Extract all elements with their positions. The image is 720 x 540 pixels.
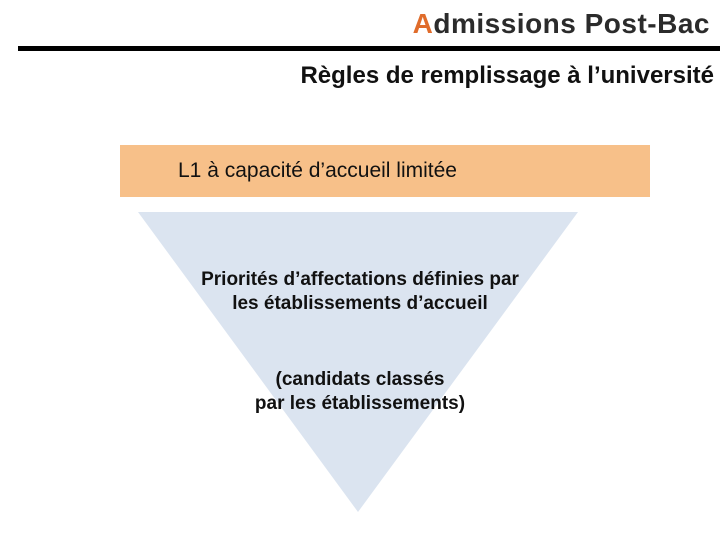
header-highlight-letter: A — [413, 8, 434, 39]
header: Admissions Post-Bac — [0, 8, 720, 40]
capacity-bar-label: L1 à capacité d’accueil limitée — [178, 159, 457, 183]
funnel-text-candidates: (candidats classés par les établissement… — [0, 368, 720, 416]
subtitle: Règles de remplissage à l’université — [300, 62, 714, 90]
funnel-text-candidates-line1: (candidats classés — [276, 369, 445, 390]
funnel-triangle — [138, 212, 578, 512]
slide: Admissions Post-Bac Règles de remplissag… — [0, 0, 720, 540]
capacity-bar: L1 à capacité d’accueil limitée — [120, 145, 650, 197]
funnel-text-priorities: Priorités d’affectations définies par le… — [0, 268, 720, 316]
funnel-container — [138, 212, 578, 512]
funnel-text-priorities-line2: les établissements d’accueil — [232, 293, 488, 314]
funnel-text-priorities-line1: Priorités d’affectations définies par — [201, 269, 519, 290]
funnel-text-candidates-line2: par les établissements) — [255, 393, 465, 414]
header-rule — [18, 46, 720, 51]
header-rest: dmissions Post-Bac — [433, 8, 710, 39]
header-title: Admissions Post-Bac — [413, 8, 710, 39]
